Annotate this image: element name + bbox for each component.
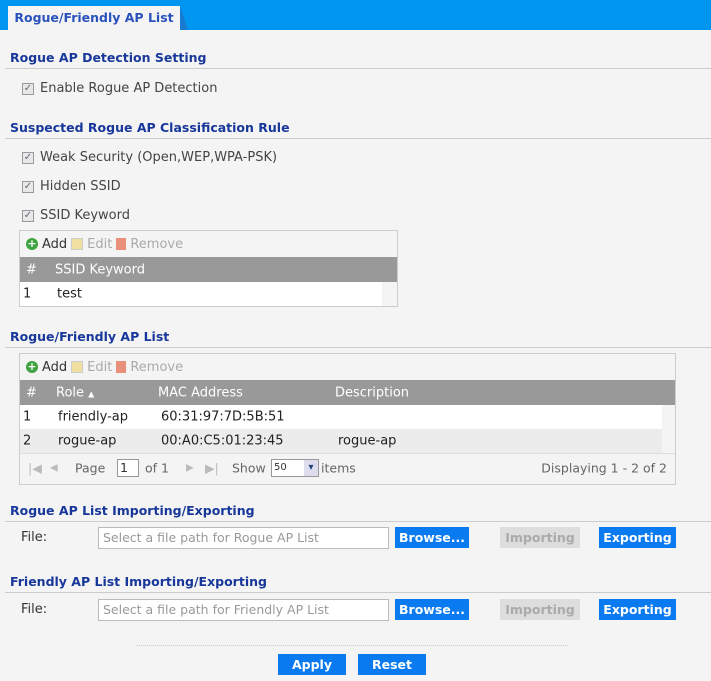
cell-mac: 60:31:97:7D:5B:51 — [161, 409, 285, 425]
add-icon: + — [26, 360, 38, 373]
table-row[interactable]: 2 rogue-ap 00:A0:C5:01:23:45 rogue-ap — [20, 429, 662, 453]
next-page-icon[interactable]: ▶ — [186, 462, 194, 473]
cell-num: 1 — [23, 409, 32, 425]
footer-divider — [137, 645, 568, 646]
hidden-ssid-checkbox[interactable]: ✓ Hidden SSID — [22, 179, 121, 194]
column-num: # — [26, 262, 37, 277]
tab-edge — [180, 6, 188, 30]
edit-icon — [71, 238, 84, 250]
divider — [5, 592, 711, 593]
page-input[interactable]: 1 — [117, 458, 139, 477]
add-button[interactable]: Add — [42, 236, 68, 252]
chevron-down-icon: ▾ — [304, 459, 318, 476]
enable-rogue-detection-checkbox[interactable]: ✓ Enable Rogue AP Detection — [22, 81, 217, 96]
edit-button[interactable]: Edit — [87, 236, 113, 252]
cell-keyword: test — [57, 286, 82, 302]
section-title-ap-list: Rogue/Friendly AP List — [10, 329, 170, 344]
items-label: items — [321, 460, 356, 475]
remove-icon — [116, 361, 127, 373]
friendly-importing-button[interactable]: Importing — [500, 599, 580, 620]
column-role[interactable]: Role ▲ — [56, 385, 94, 400]
rogue-file-path-input[interactable]: Select a file path for Rogue AP List — [98, 527, 389, 549]
rogue-exporting-button[interactable]: Exporting — [599, 527, 676, 548]
add-icon: + — [26, 237, 38, 250]
first-page-icon[interactable]: |◀ — [28, 460, 42, 475]
file-label: File: — [21, 530, 48, 545]
remove-button[interactable]: Remove — [130, 359, 184, 375]
file-label: File: — [21, 602, 48, 617]
section-title-rogue-io: Rogue AP List Importing/Exporting — [10, 503, 255, 518]
checkbox-label: Weak Security (Open,WEP,WPA-PSK) — [40, 150, 278, 165]
divider — [5, 68, 711, 69]
friendly-file-path-input[interactable]: Select a file path for Friendly AP List — [98, 599, 389, 621]
show-label: Show — [232, 460, 266, 475]
checkbox-checked-icon: ✓ — [22, 82, 34, 95]
sort-asc-icon: ▲ — [88, 389, 95, 398]
per-page-value: 50 — [274, 461, 287, 473]
section-title-classification: Suspected Rogue AP Classification Rule — [10, 120, 290, 135]
edit-button[interactable]: Edit — [87, 359, 113, 375]
section-title-friendly-io: Friendly AP List Importing/Exporting — [10, 574, 267, 589]
reset-button[interactable]: Reset — [358, 654, 426, 675]
last-page-icon[interactable]: ▶| — [205, 460, 219, 475]
cell-num: 1 — [23, 286, 32, 302]
add-button[interactable]: Add — [42, 359, 68, 375]
cell-role: rogue-ap — [58, 433, 117, 449]
pagination-bar: |◀ ◀ Page 1 of 1 ▶ ▶| Show 50 ▾ items Dis… — [20, 453, 675, 481]
table-toolbar: + Add Edit Remove — [20, 231, 397, 257]
cell-role: friendly-ap — [58, 409, 129, 425]
checkbox-label: Enable Rogue AP Detection — [40, 81, 218, 96]
friendly-browse-button[interactable]: Browse... — [395, 599, 469, 620]
table-header: # SSID Keyword — [20, 257, 397, 282]
page-label: Page — [75, 460, 106, 475]
rogue-importing-button[interactable]: Importing — [500, 527, 580, 548]
cell-num: 2 — [23, 433, 32, 449]
weak-security-checkbox[interactable]: ✓ Weak Security (Open,WEP,WPA-PSK) — [22, 150, 277, 165]
column-label: Role — [56, 385, 85, 400]
ap-list-table: + Add Edit Remove # Role ▲ MAC Address De… — [19, 353, 676, 485]
edit-icon — [71, 361, 84, 373]
remove-button[interactable]: Remove — [130, 236, 184, 252]
page-total: of 1 — [145, 460, 169, 475]
rogue-browse-button[interactable]: Browse... — [395, 527, 469, 548]
divider — [5, 347, 711, 348]
section-title-detection: Rogue AP Detection Setting — [10, 50, 207, 65]
checkbox-checked-icon: ✓ — [22, 209, 34, 222]
checkbox-checked-icon: ✓ — [22, 180, 34, 193]
checkbox-label: SSID Keyword — [40, 208, 131, 223]
per-page-select[interactable]: 50 ▾ — [271, 458, 319, 477]
cell-description: rogue-ap — [338, 433, 397, 449]
checkbox-label: Hidden SSID — [40, 179, 121, 194]
remove-icon — [116, 238, 127, 250]
divider — [5, 521, 711, 522]
divider — [5, 138, 711, 139]
table-row[interactable]: 1 test — [20, 282, 382, 306]
prev-page-icon[interactable]: ◀ — [50, 462, 58, 473]
displaying-count: Displaying 1 - 2 of 2 — [541, 460, 667, 475]
column-ssid-keyword[interactable]: SSID Keyword — [55, 262, 146, 277]
ssid-keyword-table: + Add Edit Remove # SSID Keyword 1 test — [19, 230, 398, 307]
ssid-keyword-checkbox[interactable]: ✓ SSID Keyword — [22, 208, 130, 223]
checkbox-checked-icon: ✓ — [22, 151, 34, 164]
cell-mac: 00:A0:C5:01:23:45 — [161, 433, 284, 449]
table-row[interactable]: 1 friendly-ap 60:31:97:7D:5B:51 — [20, 405, 662, 429]
tab-rogue-friendly-ap-list[interactable]: Rogue/Friendly AP List — [8, 6, 180, 30]
column-mac[interactable]: MAC Address — [158, 385, 243, 400]
column-description[interactable]: Description — [335, 385, 410, 400]
column-num: # — [26, 385, 37, 400]
table-header: # Role ▲ MAC Address Description — [20, 380, 675, 405]
apply-button[interactable]: Apply — [278, 654, 346, 675]
table-toolbar: + Add Edit Remove — [20, 354, 675, 380]
friendly-exporting-button[interactable]: Exporting — [599, 599, 676, 620]
